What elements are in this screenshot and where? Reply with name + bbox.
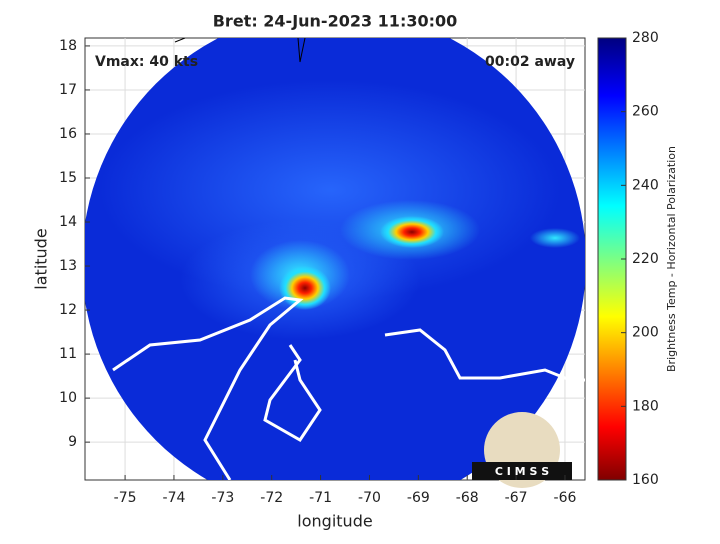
x-tick-label: -71	[309, 490, 332, 506]
x-tick-label: -69	[407, 490, 430, 506]
x-tick-label: -70	[358, 490, 381, 506]
x-tick-label: -75	[114, 490, 137, 506]
x-tick-label: -74	[163, 490, 186, 506]
colorbar-tick-label: 260	[632, 104, 659, 120]
colorbar-tick-label: 220	[632, 251, 659, 267]
x-tick-label: -68	[456, 490, 479, 506]
colorbar-tick-label: 180	[632, 398, 659, 414]
colorbar-tick-label: 200	[632, 325, 659, 341]
annotation: Vmax: 40 kts	[95, 54, 198, 70]
y-tick-label: 10	[59, 390, 77, 406]
y-tick-label: 11	[59, 346, 77, 362]
y-tick-label: 17	[59, 82, 77, 98]
logo: C I M S S	[472, 412, 572, 488]
colorbar-label: Brightness Temp - Horizontal Polarizatio…	[665, 146, 678, 372]
y-tick-label: 9	[68, 434, 77, 450]
logo-text: C I M S S	[495, 465, 549, 478]
swath	[85, 38, 585, 480]
colorbar-tick-label: 280	[632, 30, 659, 46]
y-tick-label: 18	[59, 38, 77, 54]
y-tick-label: 14	[59, 214, 77, 230]
x-tick-label: -66	[554, 490, 577, 506]
chart-title: Bret: 24-Jun-2023 11:30:00	[213, 12, 458, 31]
y-tick-label: 15	[59, 170, 77, 186]
annotation: 00:02 away	[485, 54, 575, 70]
y-tick-label: 16	[59, 126, 77, 142]
x-tick-label: -72	[260, 490, 283, 506]
y-tick-label: 12	[59, 302, 77, 318]
x-tick-label: -67	[505, 490, 528, 506]
colorbar-tick-label: 240	[632, 177, 659, 193]
colorbar-tick-label: 160	[632, 472, 659, 488]
x-tick-label: -73	[211, 490, 234, 506]
x-axis-label: longitude	[297, 512, 372, 531]
y-tick-label: 13	[59, 258, 77, 274]
y-axis-label: latitude	[32, 228, 51, 289]
